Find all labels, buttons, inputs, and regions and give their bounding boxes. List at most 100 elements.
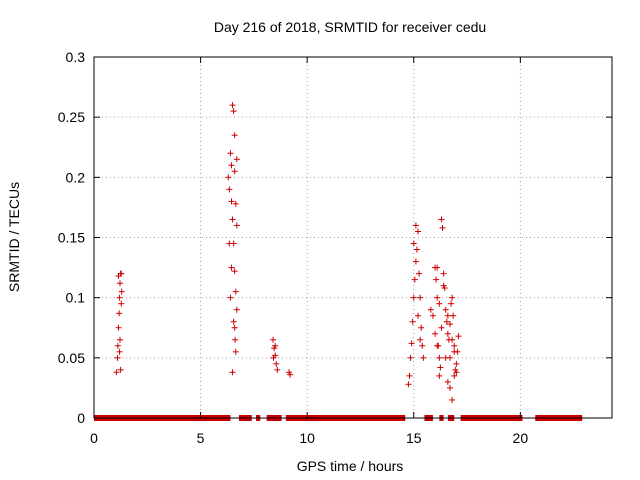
data-point: [451, 348, 458, 355]
data-point: [411, 276, 418, 283]
x-tick-label: 5: [197, 430, 205, 446]
data-point: [287, 371, 294, 378]
data-point: [115, 273, 122, 280]
data-points: [94, 102, 583, 421]
data-point: [117, 280, 124, 287]
data-point: [233, 222, 240, 229]
data-point: [453, 360, 460, 367]
data-point: [418, 324, 425, 331]
data-point: [225, 174, 232, 181]
data-point: [228, 162, 235, 169]
axis-ticks: 0 0.05 0.1 0.15 0.2 0.25 0.3 0 5 10 15 20: [58, 49, 612, 446]
grid: [94, 57, 612, 418]
data-point: [407, 354, 414, 361]
data-point: [232, 336, 239, 343]
data-point: [449, 336, 456, 343]
data-point: [233, 156, 240, 163]
data-point: [231, 268, 238, 275]
data-point: [440, 282, 447, 289]
data-point: [118, 300, 125, 307]
data-point: [118, 288, 125, 295]
data-point: [434, 294, 441, 301]
chart-title: Day 216 of 2018, SRMTID for receiver ced…: [214, 19, 486, 35]
data-point: [415, 312, 422, 319]
x-tick-label: 20: [513, 430, 529, 446]
data-point: [406, 372, 413, 379]
data-point: [449, 396, 456, 403]
data-point: [231, 324, 238, 331]
data-point: [229, 369, 236, 376]
data-point: [117, 366, 124, 373]
data-point: [453, 369, 460, 376]
data-point: [270, 336, 277, 343]
data-point: [448, 300, 455, 307]
x-tick-label: 0: [90, 430, 98, 446]
data-point: [446, 384, 453, 391]
data-point: [437, 364, 444, 371]
data-point: [444, 330, 451, 337]
data-point: [436, 300, 443, 307]
data-point: [442, 354, 449, 361]
x-axis-label: GPS time / hours: [297, 458, 404, 474]
data-point: [274, 366, 281, 373]
data-point: [427, 306, 434, 313]
data-point: [230, 108, 237, 115]
data-point: [420, 354, 427, 361]
y-axis-label: SRMTID / TECUs: [6, 182, 22, 292]
data-point: [113, 369, 120, 376]
data-point: [434, 264, 441, 271]
data-point: [230, 318, 237, 325]
y-tick-label: 0.1: [66, 290, 86, 306]
data-point: [229, 216, 236, 223]
data-point: [232, 348, 239, 355]
data-point: [232, 288, 239, 295]
data-point: [272, 342, 279, 349]
data-point: [227, 150, 234, 157]
data-point: [228, 264, 235, 271]
data-point: [436, 372, 443, 379]
data-point: [438, 216, 445, 223]
data-point: [450, 312, 457, 319]
y-tick-label: 0: [77, 410, 85, 426]
data-point: [440, 270, 447, 277]
data-point: [115, 324, 122, 331]
data-point: [226, 240, 233, 247]
data-point: [405, 381, 412, 388]
data-point: [443, 318, 450, 325]
data-point: [429, 312, 436, 319]
data-point: [455, 333, 462, 340]
data-point: [410, 294, 417, 301]
data-point: [446, 321, 453, 328]
data-point: [114, 354, 121, 361]
data-point: [229, 102, 236, 109]
data-point: [116, 310, 123, 317]
x-tick-label: 10: [299, 430, 315, 446]
data-point: [451, 372, 458, 379]
y-tick-label: 0.3: [66, 49, 86, 65]
data-point: [451, 342, 458, 349]
data-point: [417, 336, 424, 343]
data-point: [439, 224, 446, 231]
data-point: [432, 330, 439, 337]
data-point: [231, 132, 238, 139]
data-point: [449, 294, 456, 301]
data-point: [408, 340, 415, 347]
data-point: [419, 342, 426, 349]
data-point: [416, 270, 423, 277]
data-point: [415, 228, 422, 235]
data-point: [227, 294, 234, 301]
data-point: [116, 294, 123, 301]
data-point: [444, 312, 451, 319]
data-point: [228, 198, 235, 205]
data-point: [410, 240, 417, 247]
data-point: [409, 318, 416, 325]
data-point: [438, 324, 445, 331]
data-point: [417, 294, 424, 301]
data-point: [270, 354, 277, 361]
data-point: [412, 222, 419, 229]
y-tick-label: 0.2: [66, 169, 86, 185]
data-point: [116, 348, 123, 355]
data-point: [233, 306, 240, 313]
data-point: [412, 258, 419, 265]
y-tick-label: 0.25: [58, 109, 85, 125]
